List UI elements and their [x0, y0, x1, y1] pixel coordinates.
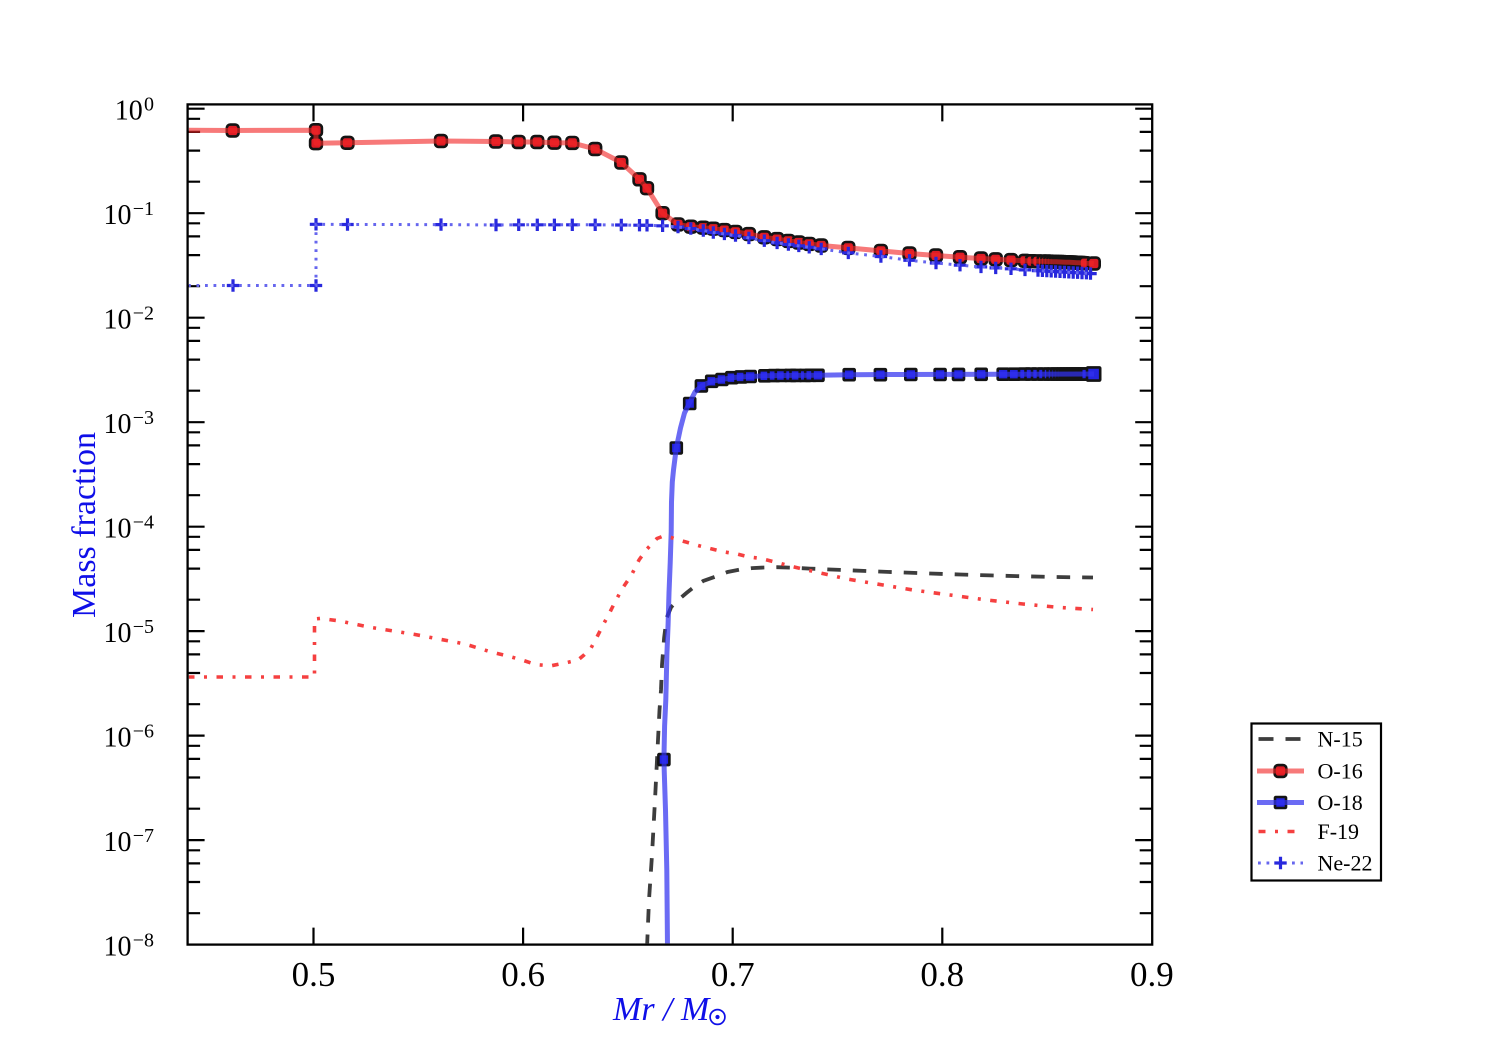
svg-text:0.5: 0.5 — [292, 955, 336, 994]
svg-text:10: 10 — [104, 932, 132, 963]
svg-text:10: 10 — [104, 305, 132, 336]
svg-text:O-16: O-16 — [1318, 758, 1363, 783]
svg-text:Ne-22: Ne-22 — [1318, 850, 1373, 875]
svg-text:Mr / M: Mr / M — [612, 991, 711, 1028]
svg-text:10: 10 — [104, 618, 132, 649]
svg-text:Mass fraction: Mass fraction — [66, 432, 103, 618]
svg-text:−4: −4 — [133, 512, 154, 534]
svg-text:0.8: 0.8 — [920, 955, 964, 994]
svg-text:−2: −2 — [133, 303, 154, 325]
svg-text:N-15: N-15 — [1318, 726, 1363, 751]
svg-text:0.7: 0.7 — [711, 955, 755, 994]
svg-text:0: 0 — [144, 94, 154, 116]
svg-text:10: 10 — [104, 723, 132, 754]
svg-text:10: 10 — [104, 409, 132, 440]
svg-text:F-19: F-19 — [1318, 819, 1360, 844]
svg-text:−3: −3 — [133, 407, 154, 429]
svg-text:10: 10 — [104, 514, 132, 545]
svg-text:0.9: 0.9 — [1130, 955, 1174, 994]
svg-text:10: 10 — [104, 827, 132, 858]
svg-text:−8: −8 — [133, 930, 154, 952]
svg-text:0.6: 0.6 — [501, 955, 545, 994]
svg-text:−6: −6 — [133, 721, 154, 743]
svg-text:−7: −7 — [133, 825, 154, 847]
svg-text:−1: −1 — [133, 198, 154, 220]
svg-text:10: 10 — [104, 200, 132, 231]
svg-text:O-18: O-18 — [1318, 790, 1363, 815]
svg-text:10: 10 — [115, 96, 143, 127]
svg-text:−5: −5 — [133, 616, 154, 638]
